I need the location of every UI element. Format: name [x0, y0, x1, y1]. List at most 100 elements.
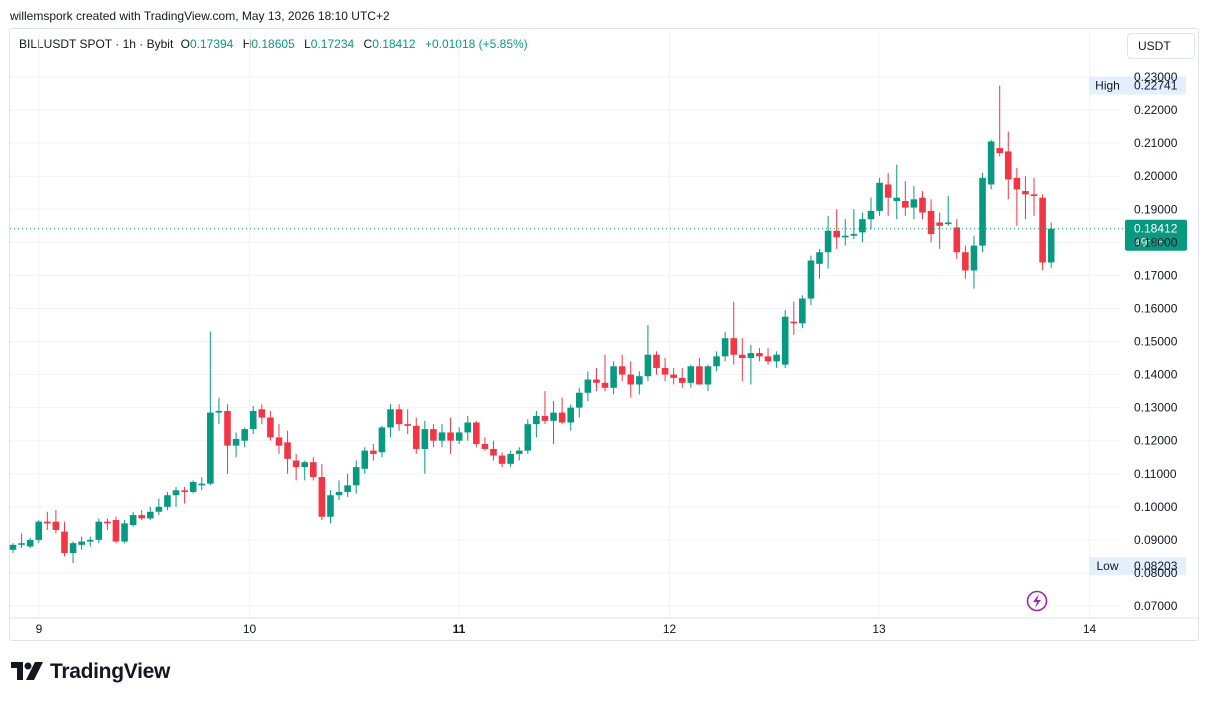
- candle-body: [404, 424, 411, 426]
- candle: [224, 404, 231, 474]
- candle-body: [936, 222, 943, 226]
- candle-body: [893, 197, 901, 201]
- last-price-value: 0.18412: [1134, 222, 1178, 236]
- candle: [902, 181, 909, 216]
- candle-body: [584, 379, 592, 393]
- candle-body: [335, 491, 343, 496]
- candle-body: [249, 410, 257, 430]
- candle: [232, 432, 240, 458]
- y-tick-label: 0.08000: [1134, 566, 1178, 580]
- candle: [189, 480, 197, 494]
- candle-body: [9, 544, 17, 550]
- candle-body: [164, 495, 171, 507]
- candle-body: [867, 210, 875, 220]
- candle-body: [644, 354, 652, 377]
- candle-body: [541, 415, 549, 421]
- symbol-legend: BILLUSDT SPOT · 1h · Bybit O0.17394 H0.1…: [19, 37, 534, 51]
- candle: [979, 172, 986, 253]
- candle: [172, 486, 180, 507]
- candle: [927, 199, 935, 243]
- candle-body: [284, 442, 291, 459]
- candle: [841, 219, 849, 246]
- candle: [361, 447, 369, 474]
- candle-body: [824, 230, 832, 253]
- candle: [35, 520, 43, 544]
- attribution-text: willemspork created with TradingView.com…: [10, 9, 390, 23]
- candle-body: [490, 448, 497, 456]
- candle: [756, 348, 763, 362]
- candle-body: [146, 511, 154, 519]
- candle-body: [507, 453, 514, 464]
- candle: [112, 516, 120, 544]
- symbol-name[interactable]: BILLUSDT SPOT · 1h · Bybit: [19, 37, 174, 51]
- candle: [44, 511, 51, 530]
- candle-body: [95, 521, 103, 540]
- candle: [747, 344, 755, 385]
- candle: [395, 404, 403, 431]
- candle: [215, 397, 223, 425]
- candle-body: [318, 477, 326, 517]
- candle-body: [601, 382, 609, 388]
- candle-body: [636, 376, 643, 385]
- candle-body: [198, 483, 206, 486]
- candle-body: [739, 354, 746, 359]
- candle-body: [593, 379, 600, 383]
- candle: [352, 460, 360, 494]
- candle-body: [678, 377, 686, 383]
- candle-body: [610, 366, 617, 388]
- candle: [490, 440, 497, 461]
- x-tick-label: 9: [36, 622, 43, 636]
- candle: [412, 417, 420, 454]
- candle-body: [1030, 194, 1038, 197]
- candle-body: [781, 316, 789, 365]
- candle-body: [44, 521, 51, 524]
- candle-body: [799, 298, 806, 324]
- candle: [799, 295, 806, 329]
- y-tick-label: 0.15000: [1134, 335, 1178, 349]
- candle: [910, 186, 918, 220]
- candle: [644, 324, 652, 382]
- candle-body: [455, 432, 463, 441]
- candle-body: [155, 506, 163, 512]
- x-tick-label: 11: [453, 622, 466, 636]
- candle-body: [310, 462, 317, 478]
- y-tick-label: 0.10000: [1134, 500, 1178, 514]
- low-label-bg: [1089, 557, 1126, 576]
- candle-body: [859, 219, 866, 233]
- candle-body: [344, 485, 351, 492]
- candle: [661, 358, 669, 382]
- candle: [970, 235, 978, 289]
- high-label-bg: [1089, 76, 1126, 95]
- x-tick-label: 13: [872, 622, 886, 636]
- candle: [876, 177, 883, 216]
- candle-body: [18, 543, 25, 545]
- candle-body: [704, 366, 712, 385]
- candle-body: [618, 366, 626, 375]
- candle-body: [807, 260, 815, 299]
- candle: [575, 387, 583, 418]
- candle: [121, 520, 128, 544]
- y-tick-label: 0.13000: [1134, 401, 1178, 415]
- currency-button[interactable]: USDT: [1127, 33, 1195, 59]
- lightning-icon[interactable]: [1026, 590, 1048, 612]
- candle-body: [575, 392, 583, 408]
- candle-body: [207, 412, 214, 484]
- candle-body: [438, 432, 446, 441]
- candle: [421, 420, 429, 474]
- candle-body: [841, 235, 849, 238]
- candle: [558, 397, 566, 425]
- candle-body: [902, 200, 909, 208]
- candle: [807, 255, 815, 306]
- candle-body: [447, 432, 454, 441]
- candle-body: [104, 521, 111, 524]
- x-tick-label: 12: [663, 622, 677, 636]
- candle-body: [35, 521, 43, 540]
- candle-body: [1039, 197, 1046, 263]
- candle-body: [267, 417, 274, 438]
- candle: [498, 452, 506, 468]
- candle: [473, 420, 480, 448]
- candle: [593, 367, 600, 392]
- candle-body: [687, 366, 695, 383]
- tradingview-brand[interactable]: TradingView: [11, 660, 170, 684]
